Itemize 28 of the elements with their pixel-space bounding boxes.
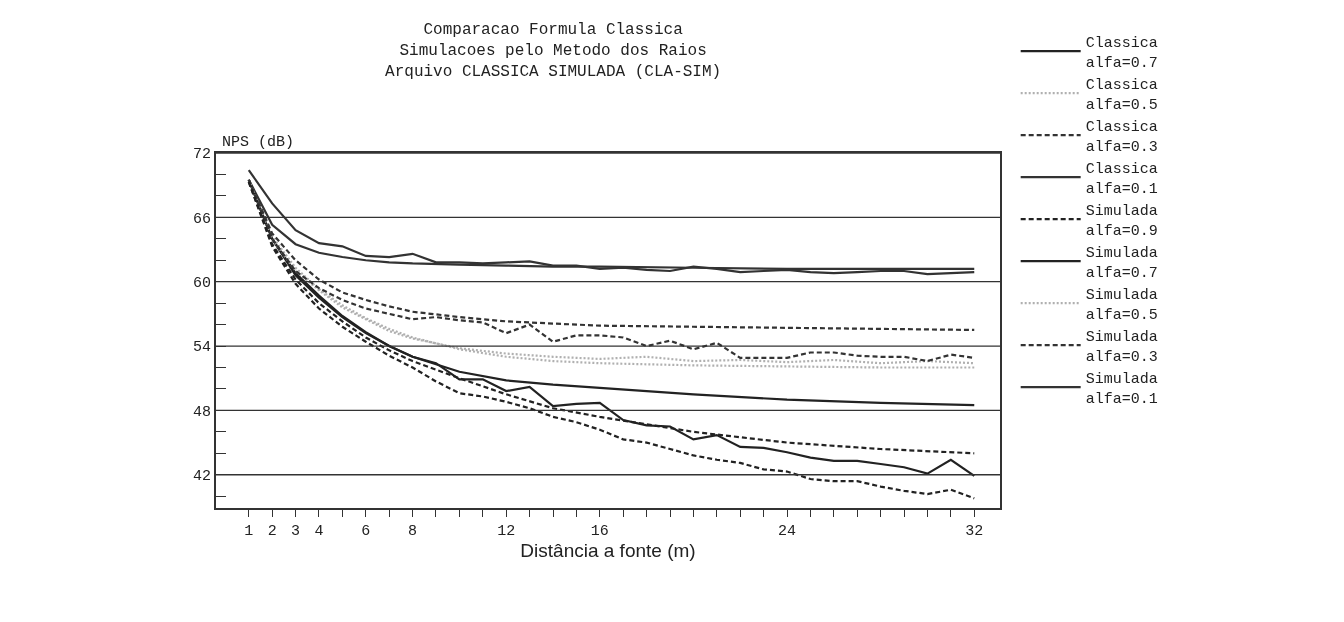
y-tick-label: 72 [192,146,211,164]
x-tick-label: 32 [965,523,984,540]
y-tick-label: 66 [192,210,211,228]
legend-label: Classica alfa=0.5 [1085,77,1158,114]
x-tick-label: 12 [497,523,516,540]
x-tick-label: 2 [267,523,277,540]
y-tick-label: 48 [192,403,211,421]
legend-label: Simulada alfa=0.3 [1085,329,1158,366]
legend-label: Simulada alfa=0.9 [1085,203,1158,240]
x-axis-title: Distância a fonte (m) [520,540,696,561]
x-tick-label: 8 [408,523,418,540]
legend-label: Classica alfa=0.1 [1085,161,1158,198]
legend-label: Simulada alfa=0.1 [1085,371,1158,408]
x-tick-label: 4 [314,523,324,540]
legend-label: Simulada alfa=0.5 [1085,287,1158,324]
legend-label: Classica alfa=0.3 [1085,119,1158,156]
y-tick-label: 42 [192,468,211,485]
y-axis-title: NPS (dB) [222,134,295,151]
legend-label: Classica alfa=0.7 [1085,35,1158,72]
x-tick-label: 24 [778,523,797,540]
y-tick-label: 60 [192,274,211,292]
x-tick-label: 16 [590,523,609,540]
y-tick-label: 54 [192,339,211,357]
x-tick-label: 3 [291,523,301,540]
x-tick-label: 1 [244,523,254,540]
chart-title: Comparacao Formula Classica Simulacoes pelo Metodo dos Raios Arquivo CLASSICA SIMULADA (CLA-SIM) [385,21,722,81]
x-tick-label: 6 [361,523,371,540]
legend-label: Simulada alfa=0.7 [1085,245,1158,282]
